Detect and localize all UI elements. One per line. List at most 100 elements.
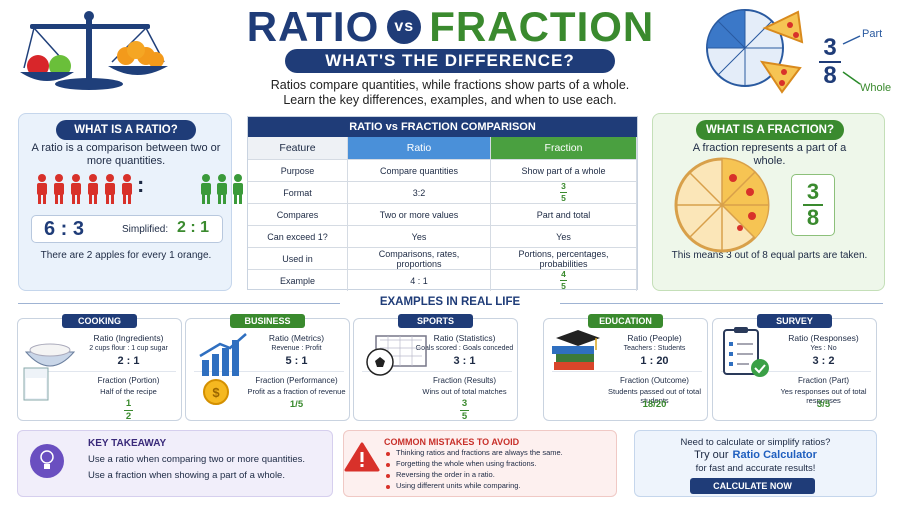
fraction-desc: Profit as a fraction of revenue: [247, 387, 346, 396]
denominator: 8: [823, 61, 837, 89]
mistake-item: Thinking ratios and fractions are always…: [396, 448, 563, 457]
ratio-label: Ratio (People): [627, 333, 682, 343]
table-cell: Show part of a whole: [491, 159, 637, 181]
fraction-label: Fraction (Results): [432, 376, 497, 385]
cell-text: Compares: [276, 209, 319, 220]
table-cell: 3:2: [348, 181, 491, 203]
intro-line: Learn the key differences, examples, and…: [283, 93, 617, 107]
ratio-label: Ratio (Metrics): [268, 333, 325, 343]
fraction-bar: [559, 191, 568, 194]
ratio-desc: Goals scored : Goals conceded: [415, 345, 514, 352]
fraction-desc: Wins out of total matches: [422, 387, 507, 396]
ratio-value: 6 : 3: [44, 218, 85, 240]
simplified-label: Simplified:: [122, 224, 169, 235]
fraction-value: 18/20: [642, 399, 667, 410]
title-fraction: FRACTION: [429, 3, 655, 50]
title-vs: vs: [387, 10, 422, 44]
ratio-box: 6 : 3 Simplified: 2 : 1: [31, 215, 223, 243]
ratio-panel: WHAT IS A RATIO? A ratio is a comparison …: [18, 113, 232, 291]
cell-text: Compare quantities: [379, 165, 459, 176]
bullet: [386, 474, 390, 478]
example-card: Ratio (Ingredients) 2 cups flour : 1 cup …: [17, 318, 182, 421]
table-header: Ratio: [348, 137, 491, 159]
cell-text: Show part of a whole: [521, 165, 606, 176]
panel-title: WHAT IS A RATIO?: [56, 120, 196, 140]
cell-text: 3:2: [412, 187, 426, 198]
cta-box: Need to calculate or simplify ratios? Try…: [634, 430, 877, 497]
mistakes-box: COMMON MISTAKES TO AVOID Thinking ratios …: [343, 430, 617, 497]
numerator: 4: [561, 269, 566, 280]
cell-text: Used in: [282, 253, 313, 264]
ratio-value: 3 : 1: [453, 355, 476, 367]
takeaway-title: KEY TAKEAWAY: [88, 438, 167, 449]
table-cell: Compares: [248, 203, 348, 225]
table-header: Fraction: [491, 137, 637, 159]
fraction-desc: Yes responses out of total responses: [780, 387, 867, 405]
table-cell: Used in: [248, 247, 348, 269]
example-card: Ratio (Statistics) Goals scored : Goals c…: [353, 318, 518, 421]
ratio-desc: Teachers : Students: [623, 345, 686, 352]
note: There are 2 apples for every 1 orange.: [40, 250, 212, 261]
table-cell: Yes: [348, 225, 491, 247]
table-cell: Compare quantities: [348, 159, 491, 181]
card-divider: [194, 371, 344, 372]
ratio-label: Ratio (Ingredients): [93, 333, 164, 343]
cell-text: Example: [279, 275, 315, 286]
cell-text: Part and total: [536, 209, 591, 220]
card-divider: [26, 371, 176, 372]
table-cell: Part and total: [491, 203, 637, 225]
ratio-label: Ratio (Statistics): [433, 333, 496, 343]
fraction-bar: [803, 204, 823, 206]
card-divider: [552, 371, 702, 372]
cta-button[interactable]: CALCULATE NOW: [690, 478, 815, 494]
table-cell: Purpose: [248, 159, 348, 181]
table-title: RATIO vs FRACTION COMPARISON: [248, 117, 637, 137]
subtitle: WHAT'S THE DIFFERENCE?: [285, 49, 615, 73]
ratio-label: Ratio (Responses): [788, 333, 859, 343]
cta-line: Need to calculate or simplify ratios?: [680, 437, 831, 448]
colon: :: [137, 172, 145, 197]
ratio-value: 5 : 1: [285, 355, 308, 367]
cell-text: Format: [283, 187, 312, 198]
fraction-panel: WHAT IS A FRACTION? A fraction represents…: [652, 113, 885, 291]
card-title: EDUCATION: [588, 314, 663, 328]
denominator: 2: [125, 411, 132, 422]
card-divider: [721, 371, 871, 372]
table-cell: Example: [248, 269, 348, 291]
numerator: 3: [461, 398, 468, 409]
fraction-value: 1/5: [289, 399, 304, 410]
cell-text: Can exceed 1?: [267, 231, 328, 242]
fraction-label: Fraction (Outcome): [620, 376, 689, 385]
card-title: SURVEY: [757, 314, 832, 328]
card-title: COOKING: [62, 314, 137, 328]
card-title: BUSINESS: [230, 314, 305, 328]
takeaway-line: Use a fraction when showing a part of a …: [88, 470, 285, 481]
table-cell: Can exceed 1?: [248, 225, 348, 247]
cell-text: Yes: [411, 231, 427, 242]
fraction-bar: [124, 409, 133, 411]
table-cell: Portions, percentages, probabilities: [491, 247, 637, 269]
part-label: Part: [862, 28, 883, 40]
fraction-desc: Students passed out of total students: [608, 387, 701, 405]
cell-text: Two or more values: [379, 209, 459, 220]
numerator: 1: [125, 398, 132, 409]
denominator: 5: [561, 193, 566, 204]
denominator: 5: [461, 411, 468, 422]
example-card: Ratio (Responses) Yes : No 3 : 2 Fraction (…: [712, 318, 877, 421]
fraction-desc: Half of the recipe: [100, 387, 157, 396]
fraction-label: Fraction (Portion): [97, 376, 160, 385]
table-cell: Two or more values: [348, 203, 491, 225]
title-ratio: RATIO: [246, 3, 380, 50]
cell-text: Comparisons, rates, proportions: [378, 248, 460, 269]
table-cell: Comparisons, rates, proportions: [348, 247, 491, 269]
cta-link[interactable]: Ratio Calculator: [732, 449, 817, 461]
panel-title: WHAT IS A FRACTION?: [696, 120, 844, 140]
ratio-value: 1 : 20: [640, 355, 669, 367]
card-divider: [362, 371, 512, 372]
cta-line: for fast and accurate results!: [695, 463, 816, 474]
